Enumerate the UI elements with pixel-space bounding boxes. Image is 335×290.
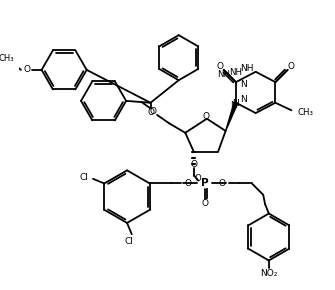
Text: O: O <box>288 62 295 71</box>
Text: O: O <box>194 174 201 183</box>
Text: N: N <box>230 101 237 110</box>
Text: O: O <box>216 62 223 71</box>
Text: NH: NH <box>241 64 254 72</box>
Text: P: P <box>201 178 209 188</box>
Text: O: O <box>218 179 225 188</box>
Text: NH: NH <box>229 68 243 77</box>
Text: N: N <box>240 80 247 89</box>
Polygon shape <box>226 102 238 131</box>
Text: O: O <box>185 179 192 188</box>
Text: N: N <box>232 99 239 108</box>
Text: O: O <box>23 65 30 75</box>
Text: O: O <box>190 160 197 169</box>
Text: Cl: Cl <box>79 173 88 182</box>
Text: NH: NH <box>217 70 230 79</box>
Text: O: O <box>202 112 209 121</box>
Text: O: O <box>150 107 157 116</box>
Text: Cl: Cl <box>125 237 133 246</box>
Text: NO₂: NO₂ <box>260 269 277 278</box>
Text: N: N <box>240 95 247 104</box>
Text: O: O <box>147 108 154 117</box>
Text: O: O <box>201 199 208 208</box>
Text: CH₃: CH₃ <box>0 54 14 63</box>
Text: CH₃: CH₃ <box>298 108 314 117</box>
